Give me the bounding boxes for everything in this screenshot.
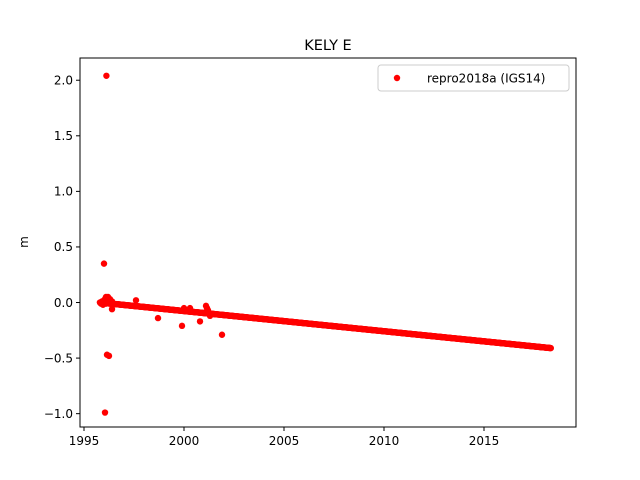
legend-marker (393, 74, 401, 82)
x-axis: 1995 2000 2005 2010 2015 (69, 427, 500, 448)
y-tick-label: 1.0 (54, 185, 73, 199)
data-point (102, 293, 110, 301)
x-tick-label: 2015 (469, 434, 500, 448)
legend-label: repro2018a (IGS14) (427, 72, 545, 86)
x-tick-label: 2005 (269, 434, 300, 448)
chart-title: KELY E (304, 38, 351, 54)
y-axis: −1.0 −0.5 0.0 0.5 1.0 1.5 2.0 (44, 74, 80, 421)
data-point (180, 304, 188, 312)
data-point (108, 298, 116, 305)
legend[interactable]: repro2018a (IGS14) (377, 64, 570, 92)
scatter-points (96, 72, 554, 416)
y-tick-label: 1.5 (54, 129, 73, 143)
x-tick-label: 2010 (369, 434, 400, 448)
data-point (105, 352, 113, 360)
data-point (132, 297, 140, 304)
data-point (204, 307, 212, 314)
plot-frame (79, 57, 577, 428)
data-point (196, 318, 204, 325)
x-tick-label: 2000 (169, 434, 200, 448)
y-tick-label: 0.5 (54, 240, 73, 254)
data-point (101, 409, 109, 416)
data-point (108, 305, 116, 313)
data-point (178, 322, 186, 330)
y-tick-label: −1.0 (44, 407, 73, 421)
data-point (218, 331, 226, 338)
data-point (206, 312, 214, 320)
data-point (154, 314, 162, 322)
y-tick-label: 2.0 (54, 74, 73, 88)
x-tick-label: 1995 (69, 434, 100, 448)
y-axis-label: m (17, 236, 31, 248)
data-point (103, 72, 110, 79)
data-point (164, 305, 172, 313)
data-point (100, 260, 108, 267)
data-point (547, 344, 554, 352)
legend-box (377, 64, 570, 92)
data-point (186, 304, 194, 312)
y-tick-label: 0.0 (54, 296, 73, 310)
y-tick-label: −0.5 (44, 351, 73, 365)
